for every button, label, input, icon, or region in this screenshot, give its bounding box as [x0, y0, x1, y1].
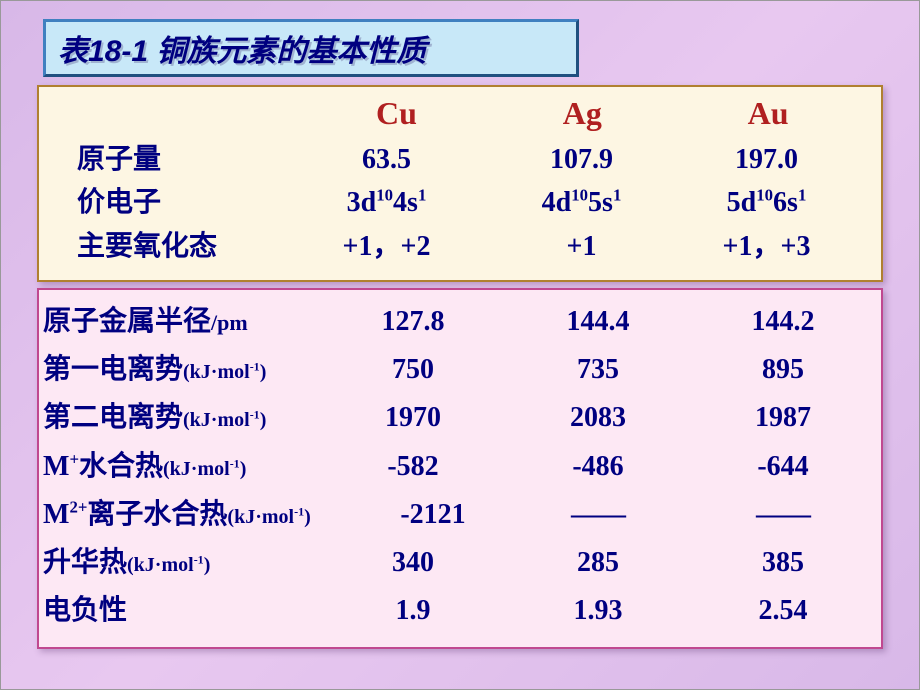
- cell-value: 340: [323, 539, 503, 587]
- cell-value: +1，+2: [289, 225, 484, 268]
- cell-value: +1: [484, 225, 679, 268]
- row-label: 原子量: [59, 138, 289, 181]
- table-row: 主要氧化态 +1，+2 +1 +1，+3: [59, 225, 861, 268]
- cell-value: -582: [323, 443, 503, 491]
- cell-value: 1987: [693, 394, 873, 442]
- cell-value: 5d106s1: [679, 181, 854, 224]
- cell-value: ——: [503, 491, 693, 539]
- table-title: 表18-1 铜族元素的基本性质: [43, 19, 579, 77]
- table-row: 原子量 63.5 107.9 197.0: [59, 138, 861, 181]
- cell-value: 1970: [323, 394, 503, 442]
- cell-value: 2083: [503, 394, 693, 442]
- table-row: M+水合热(kJ·mol-1) -582 -486 -644: [43, 443, 877, 491]
- cell-value: 63.5: [289, 138, 484, 181]
- row-label: M+水合热(kJ·mol-1): [43, 443, 323, 491]
- cell-value: 1.9: [323, 587, 503, 635]
- row-label: 电负性: [43, 587, 323, 635]
- cell-value: ——: [693, 491, 873, 539]
- row-label: 第二电离势(kJ·mol-1): [43, 394, 323, 442]
- table-row: 第二电离势(kJ·mol-1) 1970 2083 1987: [43, 394, 877, 442]
- cell-value: 385: [693, 539, 873, 587]
- cell-value: 127.8: [323, 298, 503, 346]
- row-label: 第一电离势(kJ·mol-1): [43, 346, 323, 394]
- cell-value: 750: [323, 346, 503, 394]
- header-cu: Cu: [304, 95, 490, 132]
- element-header-row: Cu Ag Au: [59, 95, 861, 132]
- cell-value: 2.54: [693, 587, 873, 635]
- row-label: 升华热(kJ·mol-1): [43, 539, 323, 587]
- header-ag: Ag: [489, 95, 675, 132]
- properties-box-1: Cu Ag Au 原子量 63.5 107.9 197.0 价电子 3d104s…: [37, 85, 883, 282]
- cell-value: -644: [693, 443, 873, 491]
- cell-value: 285: [503, 539, 693, 587]
- cell-value: 4d105s1: [484, 181, 679, 224]
- cell-value: -486: [503, 443, 693, 491]
- row-label: 原子金属半径/pm: [43, 298, 323, 346]
- row-label: M2+离子水合热(kJ·mol-1): [43, 491, 363, 539]
- cell-value: 144.4: [503, 298, 693, 346]
- cell-value: 735: [503, 346, 693, 394]
- table-row: 电负性 1.9 1.93 2.54: [43, 587, 877, 635]
- table-row: 第一电离势(kJ·mol-1) 750 735 895: [43, 346, 877, 394]
- cell-value: 144.2: [693, 298, 873, 346]
- cell-value: 107.9: [484, 138, 679, 181]
- properties-box-2: 原子金属半径/pm 127.8 144.4 144.2 第一电离势(kJ·mol…: [37, 288, 883, 649]
- table-row: 价电子 3d104s1 4d105s1 5d106s1: [59, 181, 861, 224]
- cell-value: 197.0: [679, 138, 854, 181]
- cell-value: 3d104s1: [289, 181, 484, 224]
- row-label: 主要氧化态: [59, 225, 289, 268]
- row-label: 价电子: [59, 181, 289, 224]
- table-row: M2+离子水合热(kJ·mol-1) -2121 —— ——: [43, 491, 877, 539]
- cell-value: -2121: [363, 491, 503, 539]
- header-au: Au: [675, 95, 861, 132]
- cell-value: +1，+3: [679, 225, 854, 268]
- table-row: 升华热(kJ·mol-1) 340 285 385: [43, 539, 877, 587]
- table-row: 原子金属半径/pm 127.8 144.4 144.2: [43, 298, 877, 346]
- cell-value: 895: [693, 346, 873, 394]
- cell-value: 1.93: [503, 587, 693, 635]
